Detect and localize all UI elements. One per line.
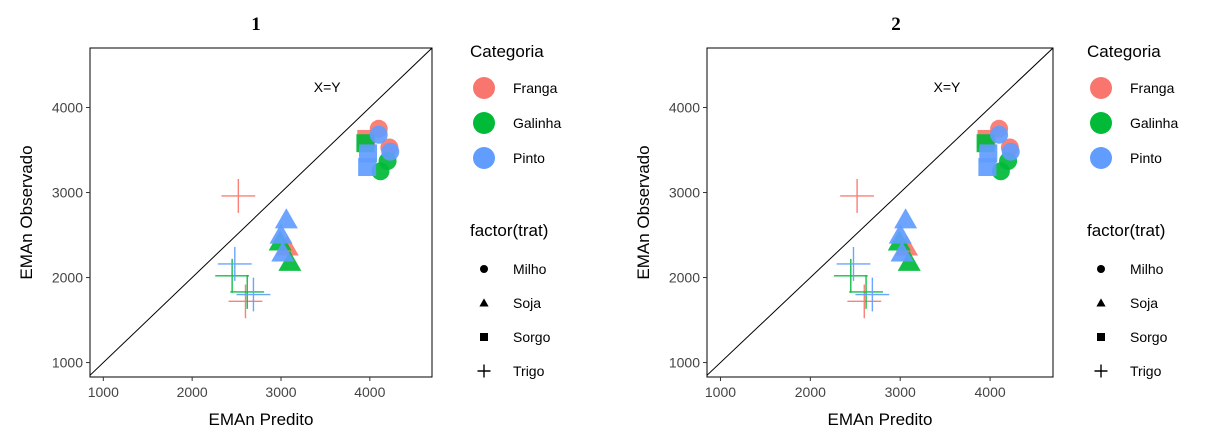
data-point-pinto-trigo bbox=[855, 277, 890, 312]
x-axis-title: EMAn Predito bbox=[828, 410, 933, 429]
x-axis-title: EMAn Predito bbox=[209, 410, 314, 429]
data-point-pinto-milho bbox=[990, 125, 1009, 144]
data-point-pinto-trigo bbox=[836, 247, 871, 281]
x-tick-label: 3000 bbox=[265, 384, 296, 400]
data-point-pinto-milho bbox=[1001, 142, 1020, 161]
legend-label-milho: Milho bbox=[513, 261, 547, 277]
x-tick-label: 4000 bbox=[354, 384, 385, 400]
legend-label-milho: Milho bbox=[1130, 261, 1164, 277]
legend-swatch-franga bbox=[473, 77, 495, 99]
legend-symbol-sorgo bbox=[480, 333, 488, 341]
legend-label-trigo: Trigo bbox=[1130, 363, 1162, 379]
data-point-galinha-trigo bbox=[849, 275, 883, 309]
legend-title-categoria: Categoria bbox=[470, 42, 544, 61]
data-point-pinto-sorgo bbox=[979, 144, 998, 163]
chart-panel-2: 2 X=Y 1000 2000 3000 4000 1000 2000 3000 4000 EMAn… bbox=[634, 14, 1178, 429]
x-tick-label: 1000 bbox=[705, 384, 736, 400]
legend-label-franga: Franga bbox=[1130, 80, 1175, 96]
chart-title: 2 bbox=[891, 14, 901, 35]
y-axis-title: EMAn Observado bbox=[17, 145, 36, 279]
data-point-pinto-soja bbox=[894, 208, 918, 229]
data-point-franga-trigo bbox=[221, 179, 256, 213]
legend-symbol-sorgo bbox=[1097, 333, 1105, 341]
reference-line-x-equals-y bbox=[90, 48, 432, 376]
plot-frame bbox=[89, 47, 433, 378]
data-point-franga-trigo bbox=[840, 179, 874, 213]
data-point-pinto-trigo bbox=[236, 277, 271, 312]
y-tick-label: 3000 bbox=[669, 185, 700, 201]
legend-label-soja: Soja bbox=[1130, 295, 1158, 311]
data-point-pinto-trigo bbox=[217, 247, 252, 281]
data-point-pinto-soja bbox=[269, 223, 293, 244]
x-tick-label: 4000 bbox=[975, 384, 1006, 400]
data-point-pinto-milho bbox=[369, 125, 388, 144]
legend-title-categoria: Categoria bbox=[1087, 42, 1161, 61]
data-points bbox=[215, 119, 400, 319]
reference-line-label: X=Y bbox=[934, 79, 962, 95]
x-tick-label: 1000 bbox=[88, 384, 119, 400]
y-tick-label: 1000 bbox=[669, 355, 700, 371]
legend-swatch-galinha bbox=[473, 112, 495, 134]
legend-symbol-trigo bbox=[477, 364, 491, 378]
reference-line-x-equals-y bbox=[707, 48, 1053, 376]
plot-frame bbox=[706, 47, 1054, 378]
legend-symbol-milho bbox=[1097, 265, 1105, 273]
data-point-galinha-trigo bbox=[230, 275, 265, 309]
legend-label-sorgo: Sorgo bbox=[513, 329, 551, 345]
legend-swatch-pinto bbox=[1090, 147, 1112, 169]
data-point-franga-trigo bbox=[228, 284, 263, 319]
reference-line-label: X=Y bbox=[314, 79, 342, 95]
chart-panel-1: 1 X=Y 1000 2000 3000 4000 1000 2000 3000 4000 EMAn… bbox=[17, 14, 561, 429]
x-tick-label: 2000 bbox=[177, 384, 208, 400]
legend-title-trat: factor(trat) bbox=[470, 221, 548, 240]
y-tick-label: 2000 bbox=[52, 270, 83, 286]
y-axis-title: EMAn Observado bbox=[634, 145, 653, 279]
legend-swatch-galinha bbox=[1090, 112, 1112, 134]
data-point-pinto-sorgo bbox=[359, 144, 378, 163]
y-tick-label: 4000 bbox=[52, 100, 83, 116]
legend-label-pinto: Pinto bbox=[513, 150, 545, 166]
x-tick-label: 3000 bbox=[885, 384, 916, 400]
y-tick-label: 2000 bbox=[669, 270, 700, 286]
x-tick-label: 2000 bbox=[795, 384, 826, 400]
legend-label-galinha: Galinha bbox=[513, 115, 561, 131]
legend-label-galinha: Galinha bbox=[1130, 115, 1178, 131]
legend-label-pinto: Pinto bbox=[1130, 150, 1162, 166]
legend-label-sorgo: Sorgo bbox=[1130, 329, 1168, 345]
y-tick-label: 3000 bbox=[52, 185, 83, 201]
data-point-pinto-soja bbox=[274, 208, 298, 229]
data-point-pinto-sorgo bbox=[358, 158, 377, 177]
legend-swatch-pinto bbox=[473, 147, 495, 169]
data-point-pinto-soja bbox=[888, 223, 912, 244]
y-tick-label: 4000 bbox=[669, 100, 700, 116]
data-point-pinto-milho bbox=[381, 142, 400, 161]
y-tick-label: 1000 bbox=[52, 355, 83, 371]
data-point-franga-trigo bbox=[847, 284, 882, 319]
legend-label-franga: Franga bbox=[513, 80, 558, 96]
chart-title: 1 bbox=[251, 14, 261, 35]
data-points bbox=[833, 119, 1020, 319]
data-point-pinto-sorgo bbox=[978, 158, 997, 177]
legend-label-soja: Soja bbox=[513, 295, 541, 311]
legend-symbol-soja bbox=[1096, 298, 1106, 307]
legend-swatch-franga bbox=[1090, 77, 1112, 99]
data-point-pinto-soja bbox=[271, 241, 295, 262]
legend-label-trigo: Trigo bbox=[513, 363, 545, 379]
legend-symbol-trigo bbox=[1094, 364, 1108, 378]
legend-title-trat: factor(trat) bbox=[1087, 221, 1165, 240]
legend-symbol-soja bbox=[479, 298, 489, 307]
data-point-pinto-soja bbox=[890, 241, 914, 262]
legend-symbol-milho bbox=[480, 265, 488, 273]
